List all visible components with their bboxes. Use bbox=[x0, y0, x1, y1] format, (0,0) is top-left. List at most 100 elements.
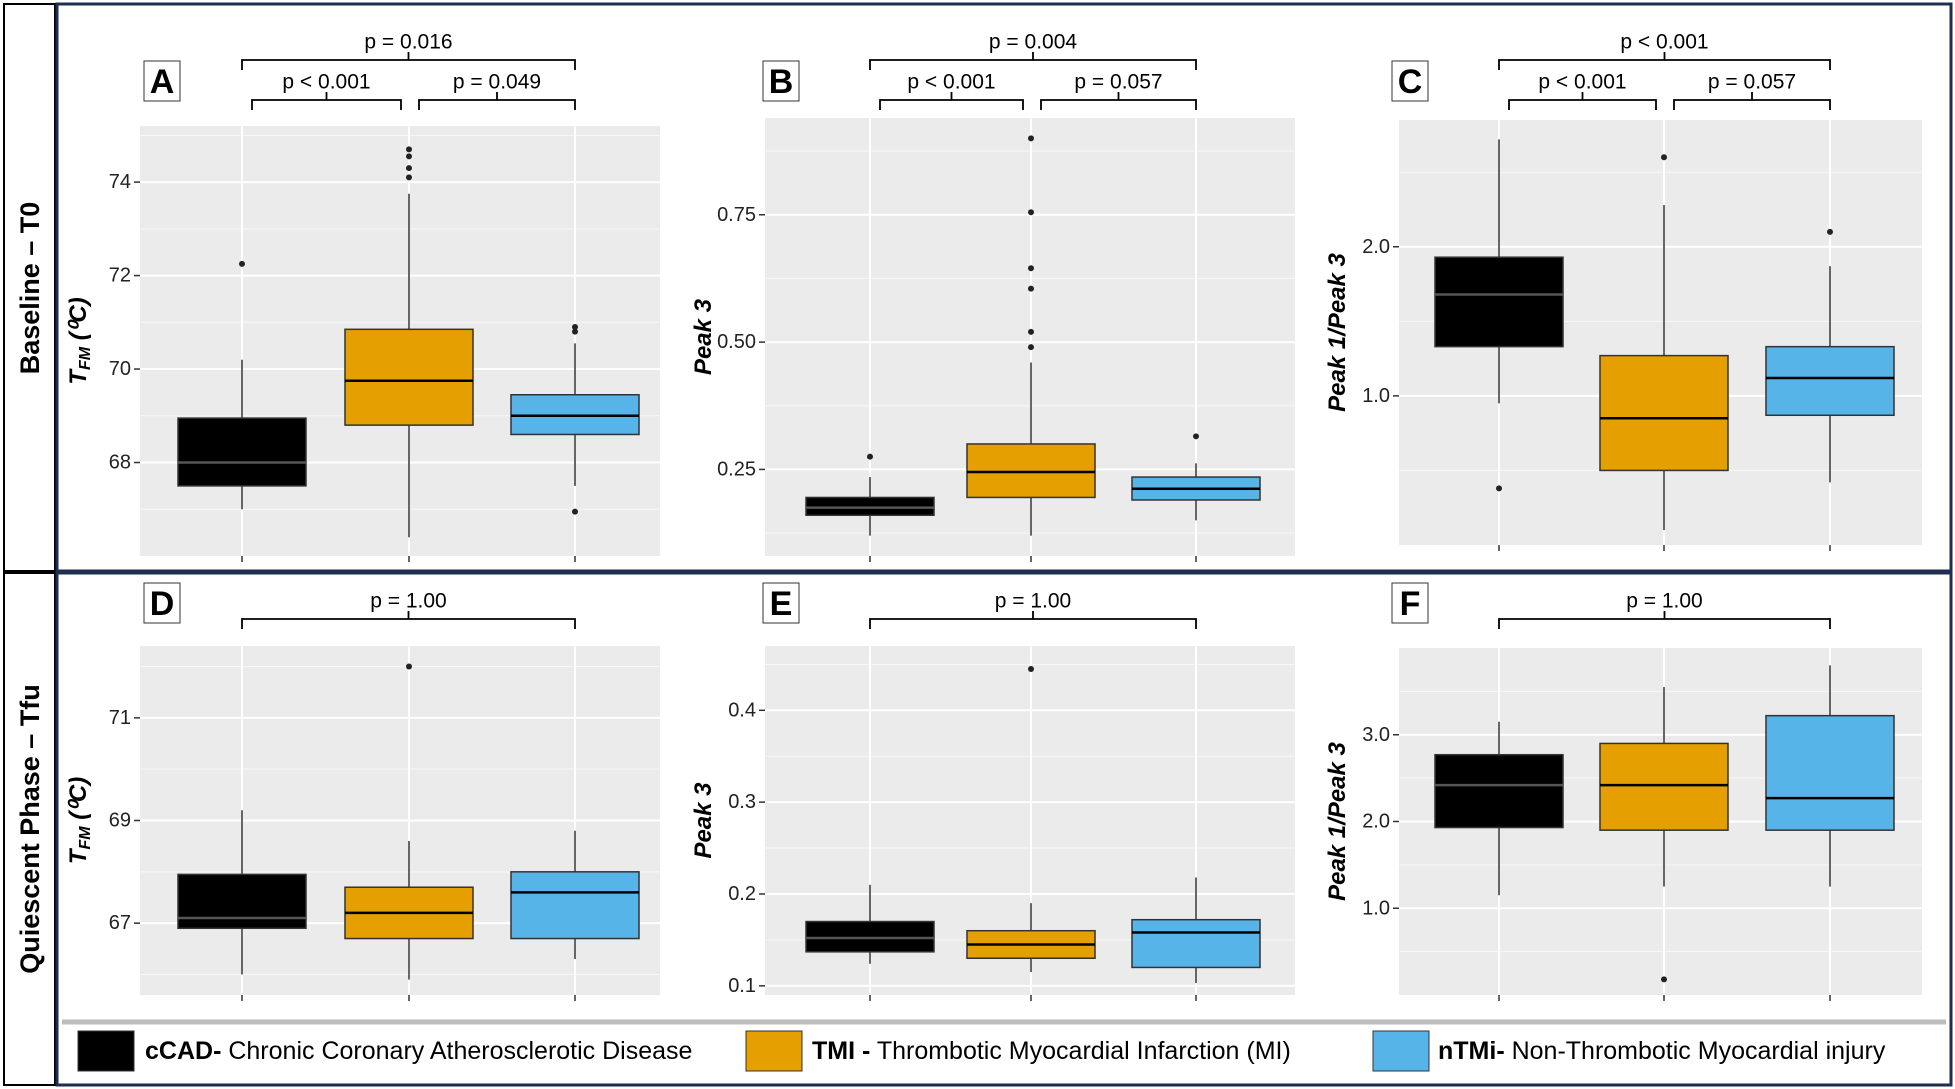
panel-a-ylabel-unit: (⁰C) bbox=[65, 297, 92, 347]
panel-b-ccad-box bbox=[805, 496, 935, 517]
panel-a-ntmi-outlier bbox=[572, 323, 578, 330]
panel-f-letter-box bbox=[1391, 582, 1429, 624]
panel-f-ytick-label: 2.0 bbox=[1362, 811, 1390, 833]
panel-a-ytick-label: 70 bbox=[109, 358, 131, 380]
legend-swatch-ccad bbox=[77, 1030, 135, 1072]
panel-f: 1.0 2.0 3.0 Peak 1/Peak 3 F p = 1.00 bbox=[1324, 582, 1922, 1001]
panel-b-ntmi-outlier bbox=[1193, 433, 1199, 440]
panel-c-bracket bbox=[1673, 99, 1831, 110]
panel-a-tmi-outlier bbox=[406, 165, 412, 172]
panel-c-ntmi-box bbox=[1765, 345, 1895, 417]
panel-c-ccad-box bbox=[1434, 256, 1564, 348]
panel-d-ylabel-main: T bbox=[65, 847, 92, 864]
panel-d-ylabel: TFM (⁰C) bbox=[65, 777, 94, 864]
panel-c-pvalue-label: p = 0.057 bbox=[1708, 71, 1796, 94]
panel-a-ylabel-sub: FM bbox=[77, 346, 94, 370]
panel-f-ylabel-main: Peak 1/Peak 3 bbox=[1324, 741, 1351, 900]
panel-a-bracket bbox=[418, 99, 576, 110]
panel-b-ytick-label: 0.25 bbox=[717, 458, 756, 480]
panel-b-pvalue-label: p = 0.057 bbox=[1074, 71, 1162, 94]
row-frame-baseline bbox=[55, 2, 1953, 573]
panel-b-letter: B bbox=[769, 63, 794, 101]
panel-f-tmi-outlier bbox=[1661, 976, 1667, 983]
panel-d-ytick-label: 67 bbox=[109, 912, 131, 934]
panel-a-ylabel: TFM (⁰C) bbox=[65, 297, 94, 384]
panel-f-ytick-label: 3.0 bbox=[1362, 724, 1390, 746]
panel-c-ytick-label: 1.0 bbox=[1362, 385, 1390, 407]
panel-d-letter-box bbox=[143, 582, 181, 624]
panel-a-bracket bbox=[251, 99, 402, 110]
panel-e-letter: E bbox=[770, 585, 793, 623]
panel-d-ylabel-sub: FM bbox=[77, 826, 94, 850]
panel-a-pvalue-label: p = 0.049 bbox=[453, 71, 541, 94]
panel-b-bracket bbox=[869, 59, 1197, 70]
panel-f-ccad-box bbox=[1434, 753, 1564, 829]
legend-item-ntmi: nTMi- Non-Thrombotic Myocardial injury bbox=[1438, 1037, 1886, 1065]
panel-b-tmi-outlier bbox=[1028, 344, 1034, 351]
panel-e-ytick-label: 0.3 bbox=[728, 791, 756, 813]
legend-abbr-ntmi: nTMi- bbox=[1438, 1037, 1505, 1065]
row-label-quiescent: Quiescent Phase – Tfu bbox=[15, 684, 45, 974]
panel-f-ytick-label: 1.0 bbox=[1362, 897, 1390, 919]
legend-abbr-ccad: cCAD- bbox=[145, 1037, 221, 1065]
panel-d-ylabel-unit: (⁰C) bbox=[65, 777, 92, 827]
panel-d: 67 69 71 TFM (⁰C) D p = 1.00 bbox=[65, 582, 660, 1001]
panel-b-tmi-outlier bbox=[1028, 328, 1034, 335]
panel-e-ylabel-main: Peak 3 bbox=[690, 782, 717, 859]
panel-a-pvalue-label: p = 0.016 bbox=[364, 31, 452, 54]
panel-e-tmi-outlier bbox=[1028, 665, 1034, 672]
panel-e-ylabel: Peak 3 bbox=[690, 782, 717, 859]
panel-a-ccad-outlier bbox=[239, 260, 245, 267]
panel-e-ntmi-box bbox=[1131, 918, 1261, 969]
panel-c-pvalue-label: p < 0.001 bbox=[1620, 31, 1708, 54]
panel-b-ytick-label: 0.50 bbox=[717, 331, 756, 353]
panel-a-tmi-outlier bbox=[406, 146, 412, 153]
panel-b-tmi-box bbox=[966, 443, 1096, 499]
panel-f-pvalue-label: p = 1.00 bbox=[1626, 590, 1702, 613]
panel-d-pvalue-label: p = 1.00 bbox=[370, 590, 446, 613]
legend-abbr-tmi: TMI - bbox=[812, 1037, 870, 1065]
panel-d-ytick-label: 69 bbox=[109, 810, 131, 832]
panel-d-bracket bbox=[241, 618, 576, 629]
legend-text-ccad: Chronic Coronary Atherosclerotic Disease bbox=[221, 1037, 692, 1065]
panel-b-ytick-label: 0.75 bbox=[717, 204, 756, 226]
panel-b-letter-box bbox=[762, 60, 800, 102]
panel-b: 0.25 0.50 0.75 Peak 3 Bp = 0.004 p < 0.001 p =… bbox=[690, 31, 1295, 562]
legend-item-tmi: TMI - Thrombotic Myocardial Infarction (… bbox=[812, 1037, 1291, 1065]
panel-a-ytick-label: 74 bbox=[109, 171, 131, 193]
panel-d-ntmi-box bbox=[510, 871, 640, 940]
legend-swatch-tmi bbox=[745, 1030, 803, 1072]
panel-b-bracket bbox=[1040, 99, 1197, 110]
panel-e-ccad-box bbox=[805, 920, 935, 953]
panel-a-pvalue-label: p < 0.001 bbox=[282, 71, 370, 94]
panel-e: 0.1 0.2 0.3 0.4 Peak 3 E p = 1.00 bbox=[690, 582, 1295, 1001]
panel-c-bracket bbox=[1498, 59, 1831, 70]
panel-c-ylabel-main: Peak 1/Peak 3 bbox=[1324, 252, 1351, 411]
panel-d-letter: D bbox=[150, 585, 175, 623]
panel-e-bracket bbox=[869, 618, 1197, 629]
panel-a-tmi-box bbox=[344, 328, 474, 426]
panel-c-ylabel: Peak 1/Peak 3 bbox=[1324, 252, 1351, 411]
row-label-baseline: Baseline – T0 bbox=[15, 202, 45, 375]
panel-a-ntmi-outlier bbox=[572, 328, 578, 335]
panel-a-letter: A bbox=[150, 63, 175, 101]
panel-e-ytick-label: 0.1 bbox=[728, 975, 756, 997]
panel-a-bracket bbox=[241, 59, 576, 70]
panel-c-letter-box bbox=[1391, 60, 1429, 102]
panel-c-bracket bbox=[1508, 99, 1657, 110]
panel-d-ytick-label: 71 bbox=[109, 707, 131, 729]
panel-c-ntmi-outlier bbox=[1827, 228, 1833, 235]
panel-a: 68 70 72 74 TFM (⁰C) Ap = 0.016 p < 0.001 p = 0… bbox=[65, 31, 660, 562]
panel-c-pvalue-label: p < 0.001 bbox=[1538, 71, 1626, 94]
panel-b-ccad-outlier bbox=[867, 453, 873, 460]
row-label-box-baseline bbox=[3, 3, 56, 572]
legend-text-tmi: Thrombotic Myocardial Infarction (MI) bbox=[870, 1037, 1291, 1065]
legend: cCAD- Chronic Coronary Atherosclerotic D… bbox=[62, 1019, 1946, 1072]
panel-b-pvalue-label: p < 0.001 bbox=[907, 71, 995, 94]
legend-item-ccad: cCAD- Chronic Coronary Atherosclerotic D… bbox=[145, 1037, 692, 1065]
panel-a-ntmi-outlier bbox=[572, 508, 578, 515]
panel-f-ylabel: Peak 1/Peak 3 bbox=[1324, 741, 1351, 900]
panel-f-bracket bbox=[1498, 618, 1831, 629]
